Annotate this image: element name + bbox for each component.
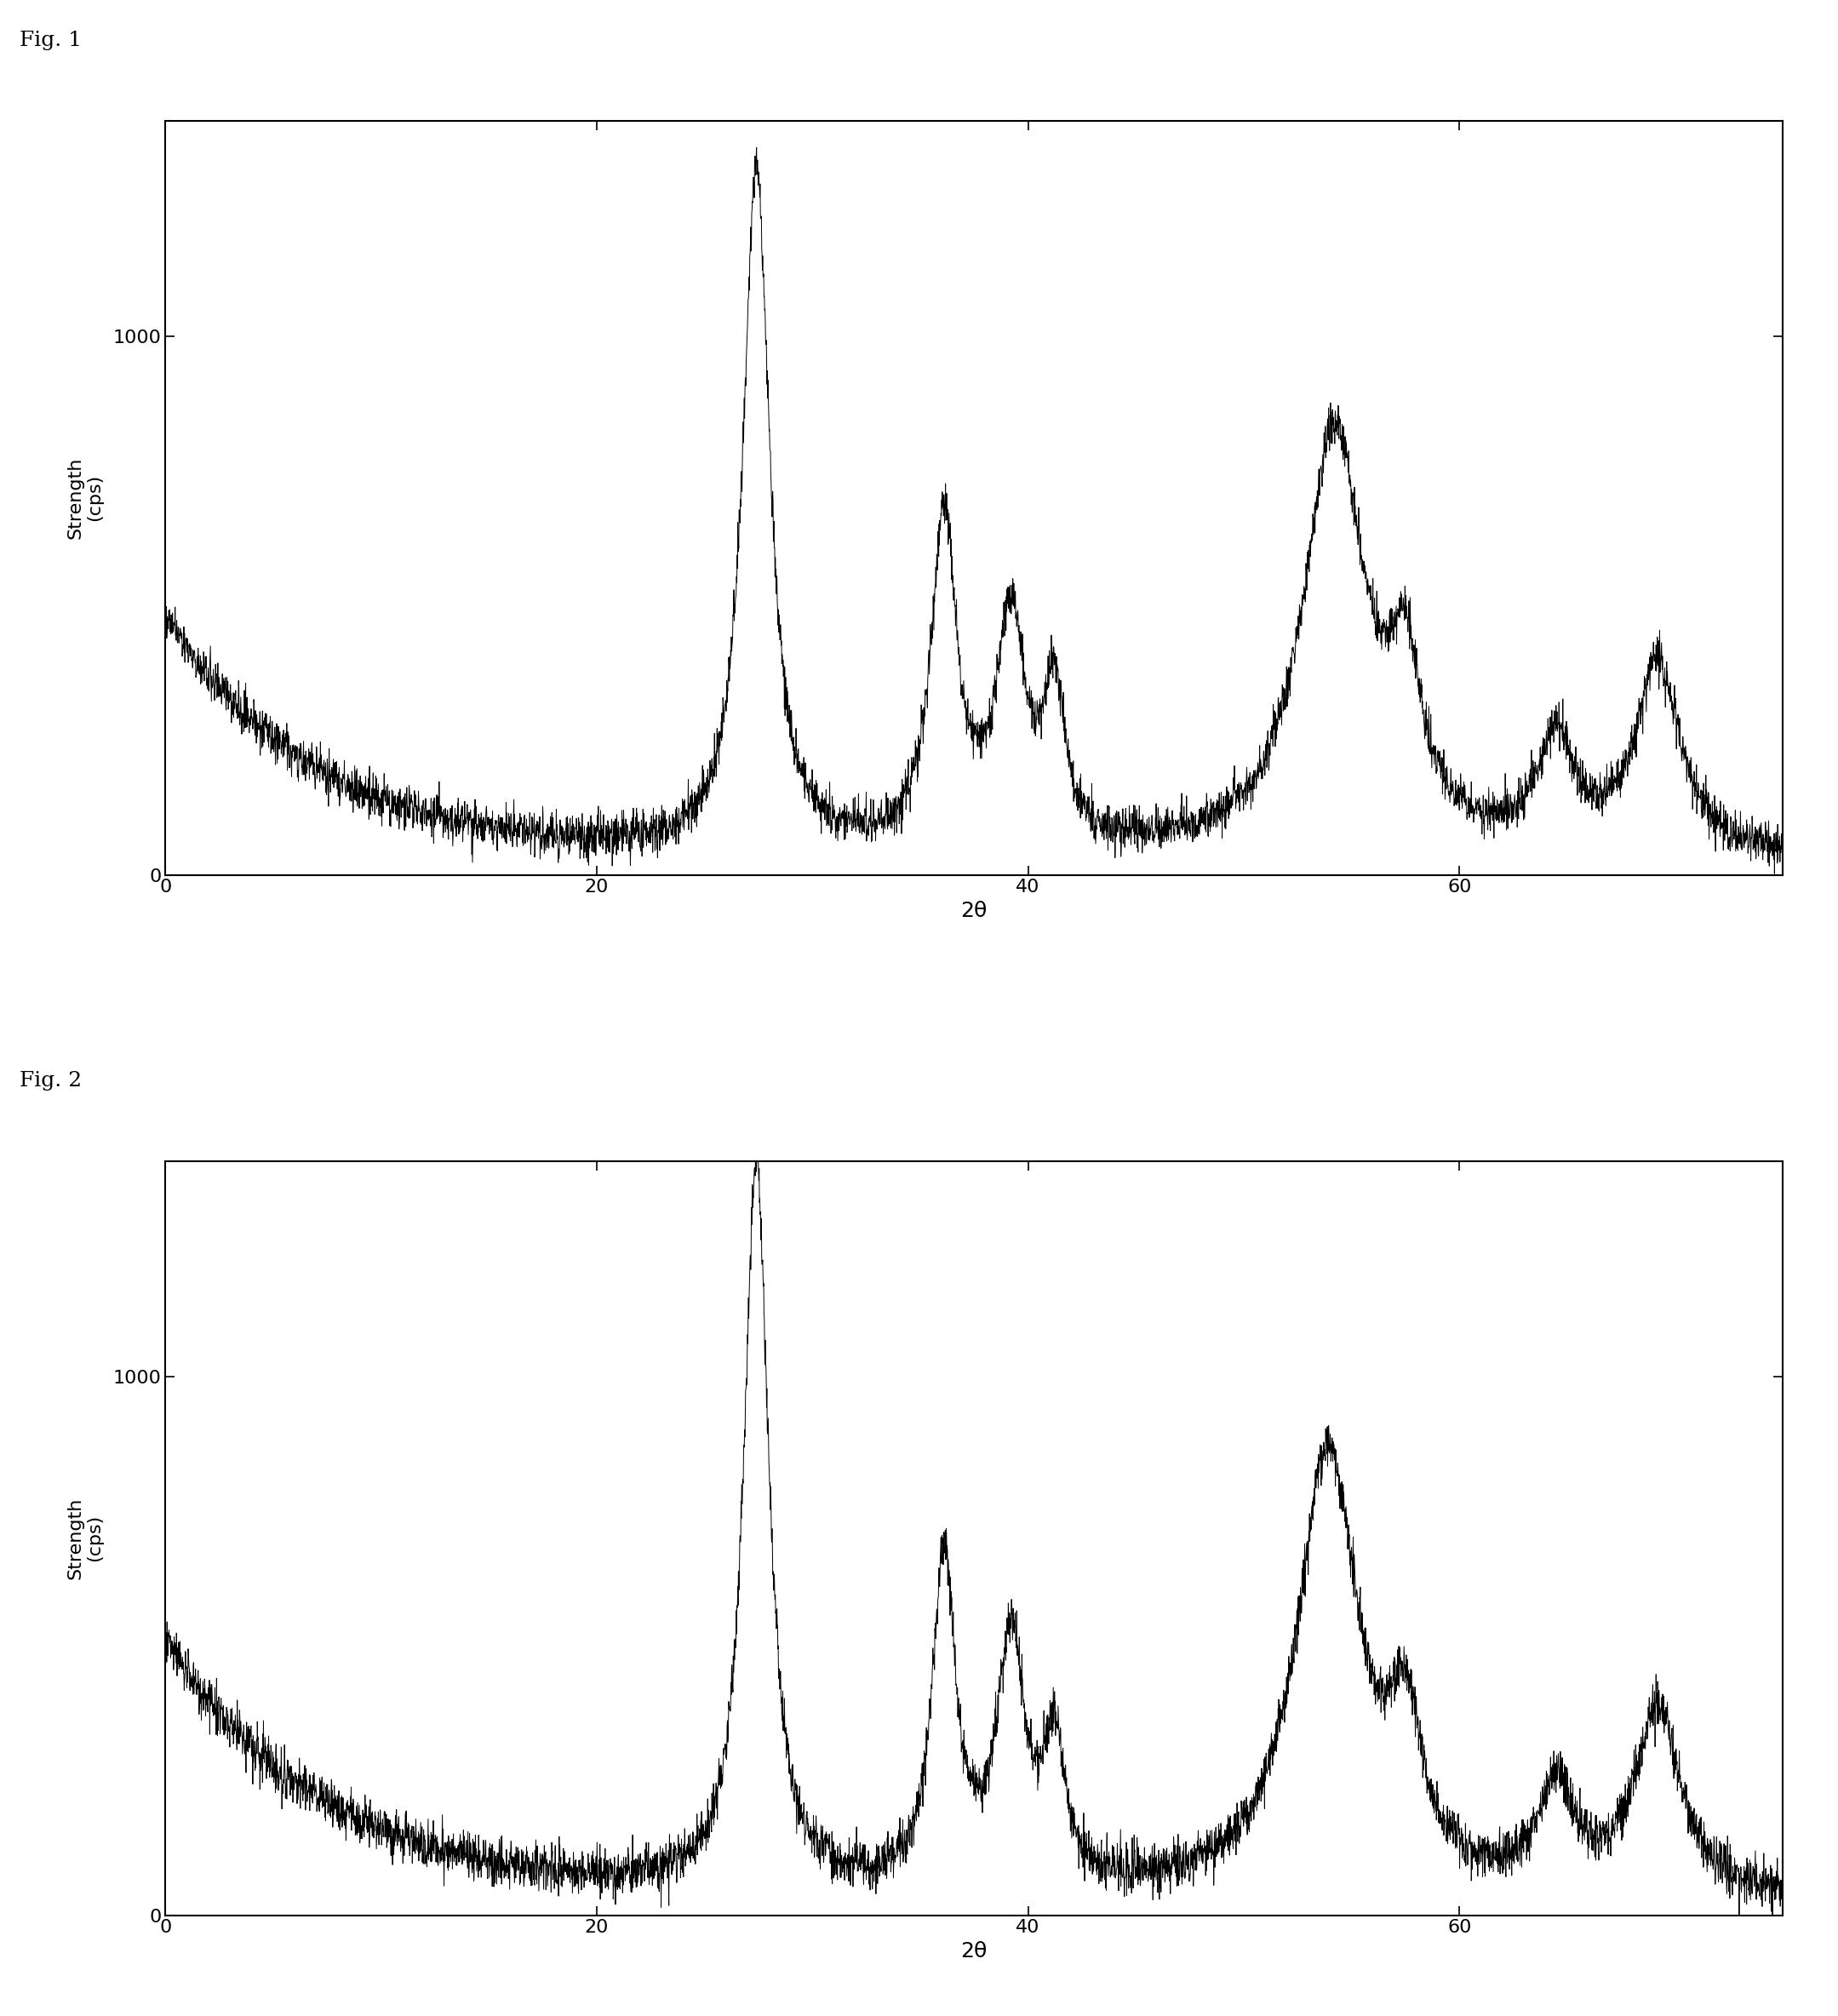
X-axis label: 2θ: 2θ <box>961 901 987 921</box>
Text: Fig. 2: Fig. 2 <box>20 1070 83 1091</box>
Y-axis label: Strength
(cps): Strength (cps) <box>66 1498 103 1579</box>
X-axis label: 2θ: 2θ <box>961 1941 987 1962</box>
Y-axis label: Strength
(cps): Strength (cps) <box>66 458 103 538</box>
Text: Fig. 1: Fig. 1 <box>20 30 83 50</box>
